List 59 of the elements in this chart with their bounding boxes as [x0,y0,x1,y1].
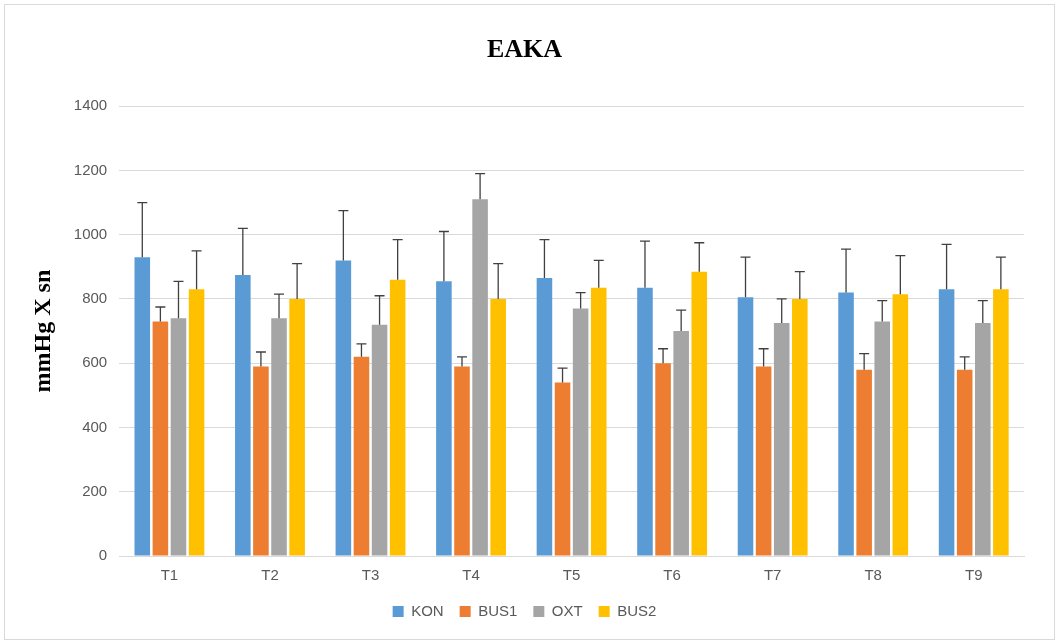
bar [892,294,909,556]
bar [436,281,452,556]
x-tick-label: T8 [864,566,882,584]
x-tick-label: T4 [462,566,480,584]
bar [289,298,305,556]
bar [554,382,571,556]
bar [773,323,790,556]
x-tick-label: T9 [964,566,983,584]
y-tick-label: 400 [82,417,108,435]
bar [454,366,470,556]
x-tick-label: T6 [663,566,681,584]
x-tick-label: T2 [261,566,279,584]
bar [874,321,891,556]
y-tick-label: 200 [82,481,108,499]
x-tick-label: T5 [562,566,581,584]
bar [188,289,205,556]
bar [590,287,607,556]
y-tick-label: 600 [82,353,108,371]
y-tick-label: 800 [82,289,108,307]
y-tick-label: 0 [98,546,108,564]
bar [572,308,589,556]
bar [271,318,287,556]
bar [353,356,370,556]
bar [152,321,169,556]
y-tick-label: 1000 [73,224,108,242]
x-tick-label: T3 [361,566,380,584]
bar [472,199,488,556]
x-tick-label: T7 [763,566,782,584]
bar [170,318,187,556]
bar [134,257,151,556]
legend-label: BUS2 [617,601,657,619]
bar [536,278,553,556]
bar [490,298,506,556]
bar [938,289,955,556]
legend-label: KON [411,601,444,619]
bar [371,324,388,556]
bar [389,279,406,556]
x-tick-label: T1 [160,566,179,584]
bar [637,287,653,556]
bar [253,366,269,556]
chart-title: EAKA [486,34,563,64]
y-tick-label: 1400 [73,96,108,114]
bar [856,369,872,556]
bar [993,289,1009,556]
bar [335,260,352,556]
bar [838,292,854,556]
y-tick-label: 1200 [73,160,108,178]
bar [691,271,708,556]
bar [235,274,251,556]
y-axis-title: mmHg X sn [28,269,55,393]
bar [975,323,991,556]
bar [755,366,772,556]
bar [655,363,671,556]
legend-label: BUS1 [478,601,518,619]
bar [956,369,973,556]
bar [673,331,689,556]
bar [792,298,808,556]
bar [737,297,754,556]
legend-label: OXT [551,601,583,619]
